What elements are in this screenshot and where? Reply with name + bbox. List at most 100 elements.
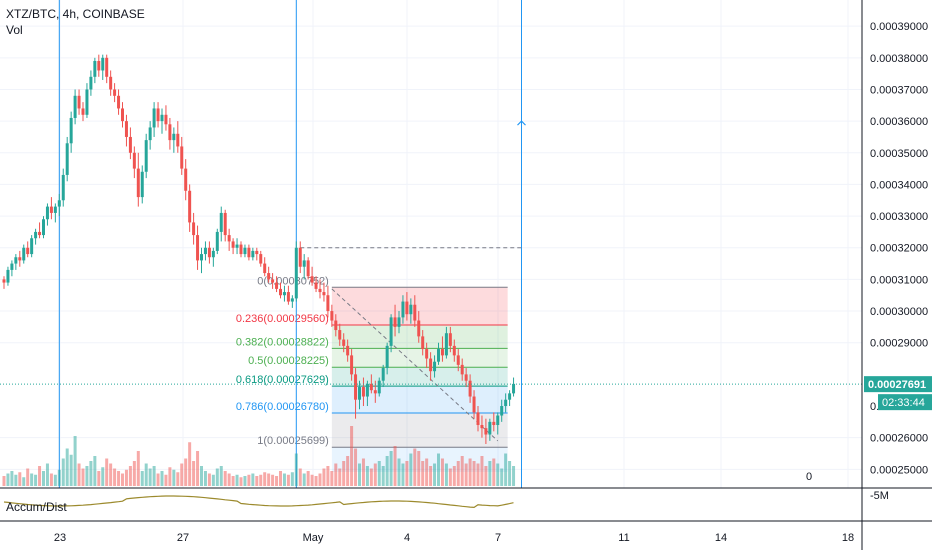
volume-bar <box>196 451 200 486</box>
candle-body <box>271 279 275 283</box>
volume-bar <box>211 474 215 486</box>
candle-body <box>346 345 350 356</box>
candle-body <box>109 76 113 90</box>
candle-body <box>227 235 231 242</box>
countdown-value: 02:33:44 <box>882 397 925 409</box>
accum-dist-line <box>3 495 514 509</box>
volume-bar <box>298 468 302 486</box>
x-tick-label: 18 <box>842 532 854 544</box>
volume-bar <box>203 471 207 486</box>
candle-body <box>500 406 504 416</box>
candle-body <box>334 320 338 331</box>
candle-body <box>215 231 219 251</box>
candle-body <box>310 276 314 283</box>
volume-bar <box>38 466 42 486</box>
candle-body <box>156 108 160 122</box>
candle-body <box>267 273 271 280</box>
x-tick-label: 27 <box>177 532 189 544</box>
volume-bar <box>235 474 239 486</box>
volume-bar <box>302 473 306 486</box>
volume-bar <box>444 463 448 486</box>
candle-body <box>219 212 223 232</box>
volume-label: Vol <box>6 23 23 37</box>
volume-bar <box>330 471 334 486</box>
volume-bar <box>34 474 38 486</box>
candle-body <box>377 380 381 394</box>
volume-bar <box>358 463 361 486</box>
candle-body <box>263 263 267 274</box>
candle-body <box>369 383 373 391</box>
candle-body <box>358 387 361 400</box>
candle-body <box>148 127 152 141</box>
candle-body <box>417 320 421 337</box>
candle-body <box>85 89 89 115</box>
volume-bar <box>219 466 223 486</box>
volume-bar <box>342 461 346 486</box>
candle-body <box>128 136 132 153</box>
candle-body <box>65 143 69 175</box>
candle-body <box>437 349 440 362</box>
volume-bar <box>472 461 476 486</box>
candle-body <box>298 247 302 267</box>
volume-bar <box>49 473 53 486</box>
candle-body <box>26 247 30 255</box>
candle-body <box>440 349 444 356</box>
candle-body <box>235 244 239 248</box>
candle-body <box>476 412 480 426</box>
candle-body <box>207 247 211 258</box>
volume-bar <box>365 466 369 486</box>
volume-bar <box>93 456 97 486</box>
candle-body <box>136 168 140 198</box>
candle-body <box>113 89 117 96</box>
price-tick-label: 0.00037000 <box>870 84 928 96</box>
volume-bar <box>373 463 377 486</box>
volume-bar <box>97 471 101 486</box>
fib-level-label: 1(0.00025699) <box>257 435 329 447</box>
volume-bar <box>53 474 57 486</box>
last-price-tag <box>864 376 932 393</box>
x-tick-label: 4 <box>404 532 410 544</box>
candle-body <box>456 355 460 365</box>
price-tick-label: 0.00039000 <box>870 21 928 33</box>
candle-body <box>200 254 203 261</box>
fib-level-label: 0.382(0.00028822) <box>236 336 329 348</box>
price-tick-label: 0.00034000 <box>870 179 928 191</box>
candle-body <box>6 269 10 283</box>
candle-body <box>259 254 263 264</box>
volume-bar <box>57 469 61 486</box>
arrow-up-icon <box>517 120 526 126</box>
volume-bar <box>77 463 81 486</box>
volume-bar <box>42 471 45 486</box>
candle-body <box>14 257 18 264</box>
fib-level-label: 0.618(0.00027629) <box>236 374 329 386</box>
volume-bar <box>437 453 440 486</box>
candle-body <box>247 247 251 258</box>
volume-bar <box>10 471 14 486</box>
volume-bar <box>504 453 508 486</box>
candle-body <box>53 206 57 213</box>
candle-body <box>160 114 164 122</box>
volume-bar <box>464 463 468 486</box>
candle-body <box>152 108 156 128</box>
volume-bar <box>354 448 358 486</box>
candle-body <box>488 421 492 435</box>
volume-bar <box>2 476 6 486</box>
candle-body <box>239 244 243 255</box>
volume-bar <box>417 451 421 486</box>
price-tick-label: 0.00033000 <box>870 211 928 223</box>
price-tick-label: 0.00026000 <box>870 433 928 445</box>
volume-bar <box>6 473 10 486</box>
volume-bar <box>105 458 109 486</box>
x-tick-label: May <box>303 532 324 544</box>
candle-body <box>10 263 14 270</box>
candle-body <box>22 247 26 261</box>
candle-body <box>89 76 93 90</box>
volume-bar <box>223 471 227 486</box>
volume-bar <box>140 471 144 486</box>
volume-bar <box>22 477 26 486</box>
candle-body <box>314 282 318 289</box>
price-tick-label: 0.00035000 <box>870 148 928 160</box>
volume-bar <box>275 476 279 486</box>
